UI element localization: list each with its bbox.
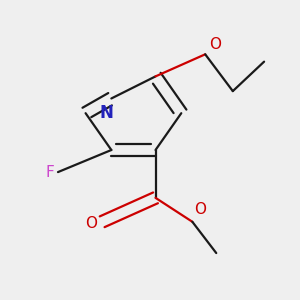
Text: O: O: [210, 38, 222, 52]
Text: O: O: [85, 216, 97, 231]
Text: N: N: [100, 104, 114, 122]
Text: O: O: [194, 202, 206, 217]
Text: F: F: [46, 165, 54, 180]
